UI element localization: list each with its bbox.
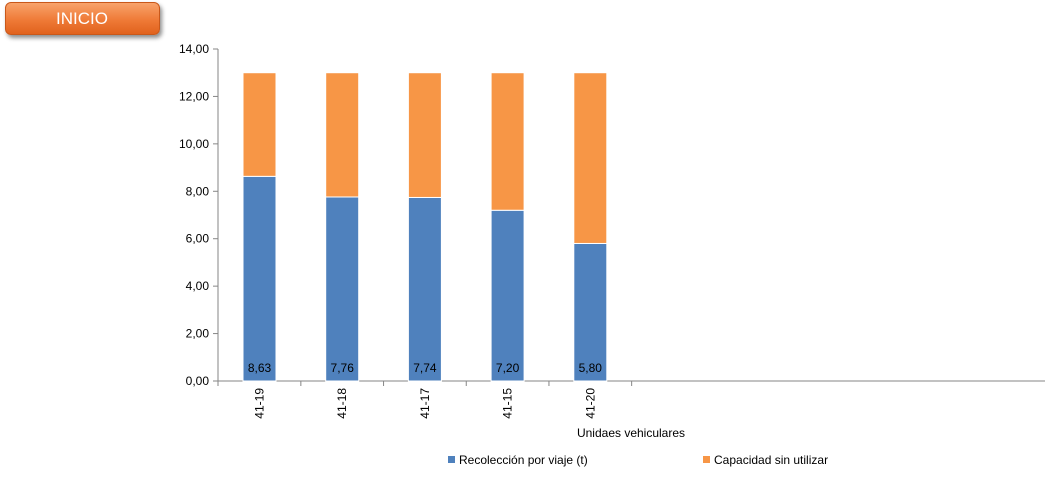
y-tick-label: 12,00 (179, 89, 209, 103)
y-tick-label: 4,00 (186, 279, 210, 293)
bar-capacidad (407, 72, 442, 198)
y-tick-label: 2,00 (186, 327, 210, 341)
legend: Recolección por viaje (t) Capacidad sin u… (448, 453, 828, 467)
x-tick-label: 41-20 (583, 388, 597, 419)
data-labels: 8,63 7,76 7,74 7,20 5,80 (248, 361, 602, 375)
bar-recoleccion (407, 196, 442, 382)
legend-label: Capacidad sin utilizar (714, 453, 828, 467)
bar-recoleccion (573, 242, 608, 382)
y-tick-label: 0,00 (186, 374, 210, 388)
legend-label: Recolección por viaje (t) (459, 453, 588, 467)
data-label: 7,20 (496, 361, 520, 375)
legend-swatch (448, 456, 455, 463)
data-label: 8,63 (248, 361, 272, 375)
data-label: 7,76 (331, 361, 355, 375)
bar-recoleccion (242, 175, 277, 382)
y-tick-label: 14,00 (179, 42, 209, 56)
bar-recoleccion (490, 209, 525, 382)
data-label: 7,74 (413, 361, 437, 375)
bar-capacidad (242, 72, 277, 177)
y-tick-label: 6,00 (186, 232, 210, 246)
bar-capacidad (325, 72, 360, 198)
y-tick-label: 10,00 (179, 137, 209, 151)
x-tick-label: 41-19 (253, 388, 267, 419)
bar-capacidad (490, 72, 525, 211)
legend-swatch (703, 456, 710, 463)
data-label: 5,80 (579, 361, 603, 375)
inicio-button[interactable]: INICIO (5, 2, 160, 35)
bar-recoleccion (325, 196, 360, 382)
bars (242, 72, 608, 382)
x-tick-label: 41-18 (335, 388, 349, 419)
x-tick-label: 41-17 (418, 388, 432, 419)
x-tick-label: 41-15 (501, 388, 515, 419)
y-axis: 0,00 2,00 4,00 6,00 8,00 10,00 12,00 14,00 (179, 42, 219, 388)
y-tick-label: 8,00 (186, 184, 210, 198)
x-axis-title: Unidaes vehiculares (577, 426, 685, 440)
bar-capacidad (573, 72, 608, 244)
x-axis: 41-19 41-18 41-17 41-15 41-20 (217, 380, 1045, 419)
